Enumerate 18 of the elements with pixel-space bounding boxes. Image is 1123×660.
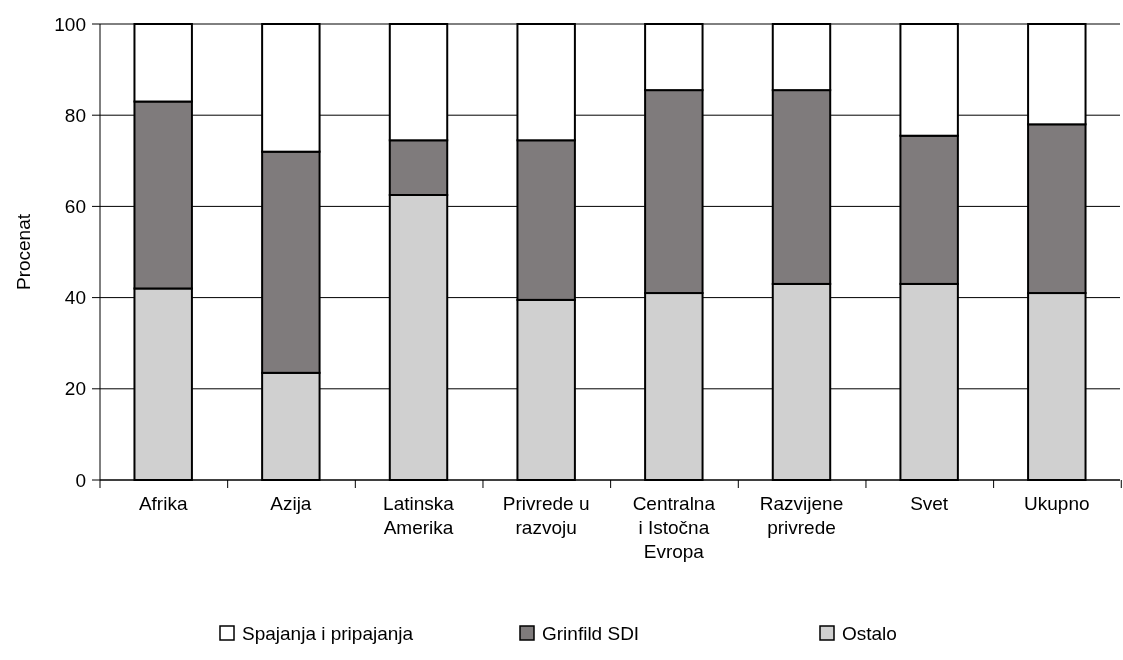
x-tick-label: Afrika <box>138 493 188 514</box>
y-tick-label: 80 <box>64 104 86 126</box>
x-tick-label: Privrede u razvoju <box>502 493 590 538</box>
y-tick-label: 60 <box>64 196 86 218</box>
y-tick-label: 20 <box>64 378 86 400</box>
legend-label: Ostalo <box>842 623 897 644</box>
y-axis-title: Procenat <box>13 213 34 291</box>
x-tick-label: Azija <box>270 493 312 514</box>
x-tick-label: Centralna i Istočna Evropa <box>632 493 716 562</box>
y-tick-label: 100 <box>54 13 86 35</box>
x-tick-label: Ukupno <box>1024 493 1090 514</box>
y-tick-label: 40 <box>64 287 86 309</box>
x-tick-label: Svet <box>910 493 949 514</box>
x-tick-label: Latinska Amerika <box>383 493 455 538</box>
legend-label: Spajanja i pripajanja <box>242 623 414 644</box>
y-tick-label: 0 <box>75 469 86 491</box>
x-tick-label: Razvijene privrede <box>759 493 844 538</box>
legend-label: Grinfild SDI <box>542 623 640 644</box>
